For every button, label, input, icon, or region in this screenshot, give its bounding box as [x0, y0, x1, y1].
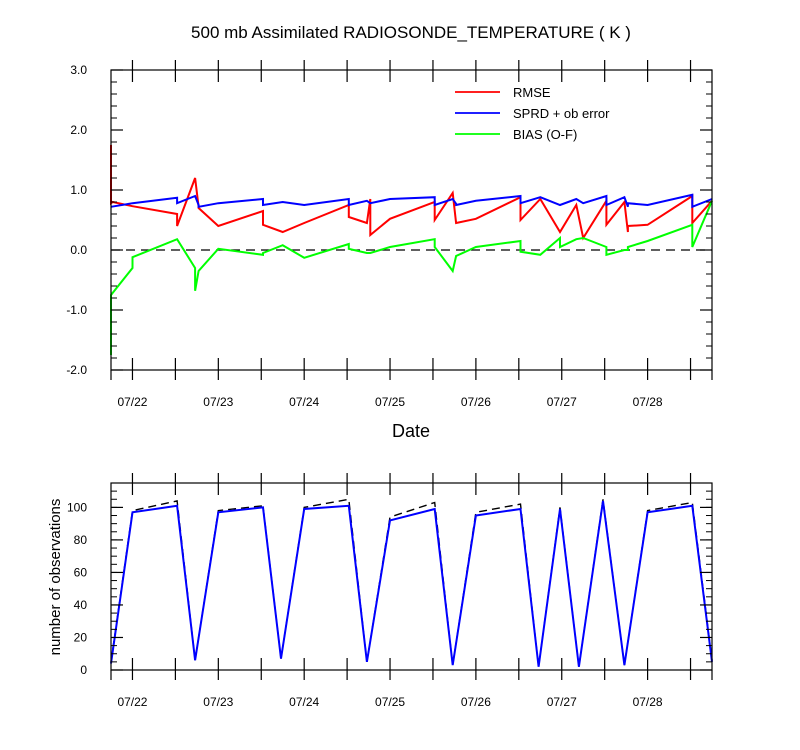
- bottom-xtick-label: 07/23: [203, 695, 233, 709]
- bottom-plot-frame: [110, 482, 713, 671]
- top-ytick-label: 3.0: [70, 63, 87, 77]
- top-ytick-label: 1.0: [70, 183, 87, 197]
- top-ytick-label: -2.0: [66, 363, 87, 377]
- top-xtick-label: 07/25: [375, 395, 405, 409]
- bottom-plot: 0 20 40 60 80 100 07/22 07/23 07/24 07/25 07/26 07/…: [67, 473, 713, 709]
- top-xtick-label: 07/22: [117, 395, 147, 409]
- top-xtick-label: 07/23: [203, 395, 233, 409]
- bottom-xtick-label: 07/27: [547, 695, 577, 709]
- bottom-xtick-label: 07/22: [117, 695, 147, 709]
- legend-label-0: RMSE: [513, 85, 551, 100]
- top-ytick-label: -1.0: [66, 303, 87, 317]
- top-xtick-label: 07/28: [633, 395, 663, 409]
- x-axis-label: Date: [392, 421, 430, 441]
- bottom-xtick-label: 07/24: [289, 695, 319, 709]
- bottom-xtick-label: 07/26: [461, 695, 491, 709]
- top-series-line-1: [110, 193, 713, 209]
- top-ytick-label: 2.0: [70, 123, 87, 137]
- legend-label-1: SPRD + ob error: [513, 106, 610, 121]
- bottom-ytick-label: 80: [74, 533, 88, 547]
- top-xtick-label: 07/26: [461, 395, 491, 409]
- y-axis-label-observations: number of observations: [47, 499, 64, 656]
- bottom-xtick-label: 07/25: [375, 695, 405, 709]
- bottom-ytick-label: 100: [67, 500, 87, 514]
- legend-label-2: BIAS (O-F): [513, 127, 577, 142]
- bottom-ytick-label: 0: [80, 663, 87, 677]
- top-xtick-label: 07/24: [289, 395, 319, 409]
- legend: RMSE SPRD + ob error BIAS (O-F): [455, 85, 610, 142]
- top-ytick-label: 0.0: [70, 243, 87, 257]
- chart-title: 500 mb Assimilated RADIOSONDE_TEMPERATUR…: [191, 23, 631, 42]
- bottom-ytick-label: 40: [74, 598, 88, 612]
- top-plot-frame: [110, 69, 713, 371]
- top-series-line-2: [110, 200, 713, 355]
- top-series-line-0: [110, 145, 713, 241]
- bottom-ytick-label: 60: [74, 565, 88, 579]
- bottom-xtick-label: 07/28: [633, 695, 663, 709]
- bottom-series-line-1: [110, 500, 713, 667]
- bottom-ytick-label: 20: [74, 630, 88, 644]
- top-plot: 3.0 2.0 1.0 0.0 -1.0 -2.0 07/22 07/23 07/24 07/25…: [66, 60, 713, 409]
- top-xtick-label: 07/27: [547, 395, 577, 409]
